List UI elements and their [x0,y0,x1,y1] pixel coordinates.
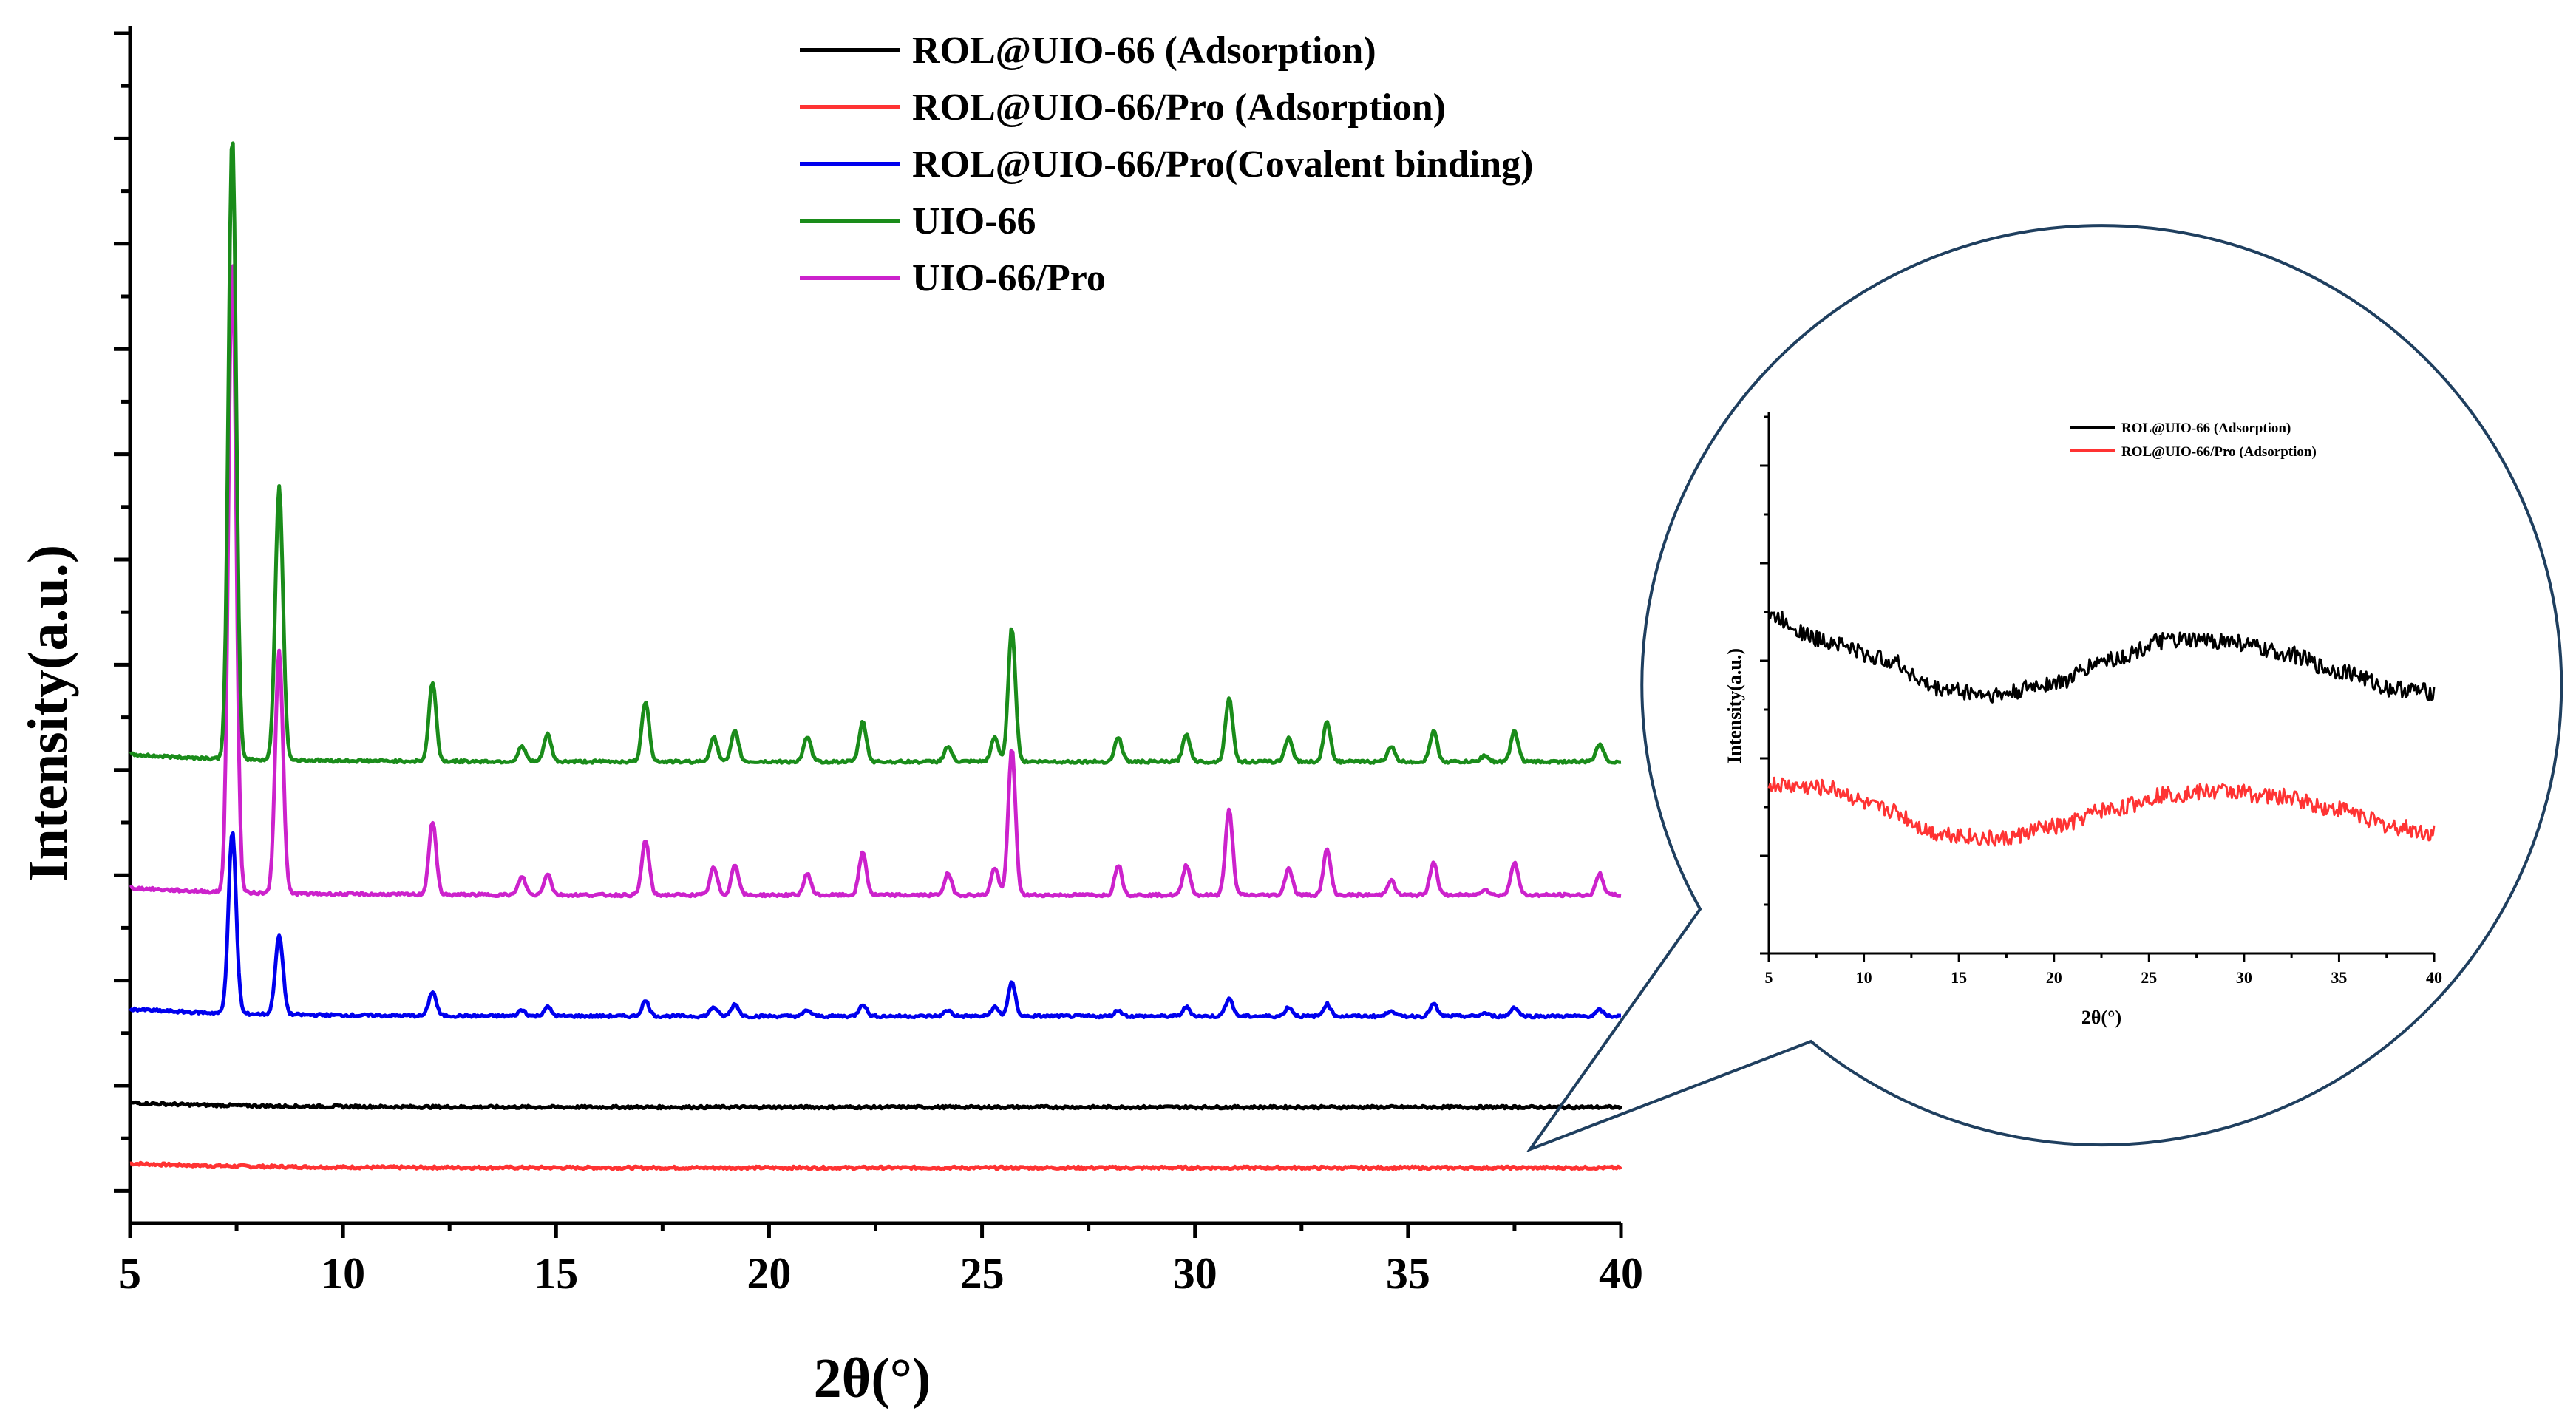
main-x-ticks: 5 10 15 20 25 30 35 40 [119,1223,1643,1298]
inset-callout-bubble [1526,224,2563,1153]
main-legend: ROL@UIO-66 (Adsorption) ROL@UIO-66/Pro (A… [800,30,1533,299]
inset-x-axis-title: 2θ(°) [2081,1007,2121,1028]
main-legend-label-uio-66-pro: UIO-66/Pro [912,257,1106,299]
main-series-line-rol-uio-66-pro-covalent-binding [129,831,1622,1020]
inset-y-axis-title: Intensity(a.u.) [1724,648,1745,763]
inset-x-tick-label: 5 [1765,968,1773,987]
main-series-line-rol-uio-66-adsorption [129,1100,1623,1111]
inset-x-tick-label: 20 [2046,968,2062,987]
inset-legend-label-rol-uio-66-pro-adsorption: ROL@UIO-66/Pro (Adsorption) [2121,444,2317,460]
main-legend-label-rol-uio-66-adsorption: ROL@UIO-66 (Adsorption) [912,30,1376,72]
inset-series [1767,610,2436,847]
main-series [129,141,1623,1171]
main-x-tick-label: 5 [119,1249,141,1298]
main-legend-label-rol-uio-66-pro-covalent-binding: ROL@UIO-66/Pro(Covalent binding) [912,143,1533,186]
main-x-tick-label: 35 [1386,1249,1430,1298]
main-x-tick-label: 40 [1599,1249,1643,1298]
inset-legend-label-rol-uio-66-adsorption: ROL@UIO-66 (Adsorption) [2121,421,2291,436]
main-x-tick-label: 10 [321,1249,365,1298]
main-x-tick-label: 30 [1173,1249,1217,1298]
inset-x-tick-label: 10 [1856,968,1872,987]
inset-x-tick-label: 30 [2236,968,2252,987]
inset-legend: ROL@UIO-66 (Adsorption) ROL@UIO-66/Pro (A… [2070,421,2317,460]
inset-y-ticks [1760,415,1769,955]
main-y-ticks [114,31,130,1193]
inset-x-ticks: 5 10 15 20 25 30 35 40 [1765,953,2442,987]
main-chart: 5 10 15 20 25 30 35 40 2θ(°) Intensity(a.u.) RO… [17,26,1643,1409]
inset-x-tick-label: 40 [2426,968,2442,987]
main-y-axis-title: Intensity(a.u.) [17,545,79,882]
main-series-line-uio-66 [129,141,1622,765]
main-x-tick-label: 15 [534,1249,578,1298]
inset-series-line-rol-uio-66-pro-adsorption [1767,776,2436,847]
main-x-tick-label: 25 [960,1249,1005,1298]
inset-chart: 5 10 15 20 25 30 35 40 2θ(°) Intensity(a.u.) RO… [1724,412,2442,1028]
inset-x-tick-label: 25 [2141,968,2157,987]
main-x-tick-label: 20 [747,1249,791,1298]
main-legend-label-rol-uio-66-pro-adsorption: ROL@UIO-66/Pro (Adsorption) [912,86,1446,129]
inset-x-tick-label: 15 [1951,968,1967,987]
inset-series-line-rol-uio-66-adsorption [1767,610,2436,704]
inset-x-tick-label: 35 [2331,968,2347,987]
main-series-line-rol-uio-66-pro-adsorption [129,1160,1622,1171]
main-legend-label-uio-66: UIO-66 [912,200,1036,242]
main-series-line-uio-66-pro [129,264,1622,899]
main-x-axis-title: 2θ(°) [814,1347,931,1409]
